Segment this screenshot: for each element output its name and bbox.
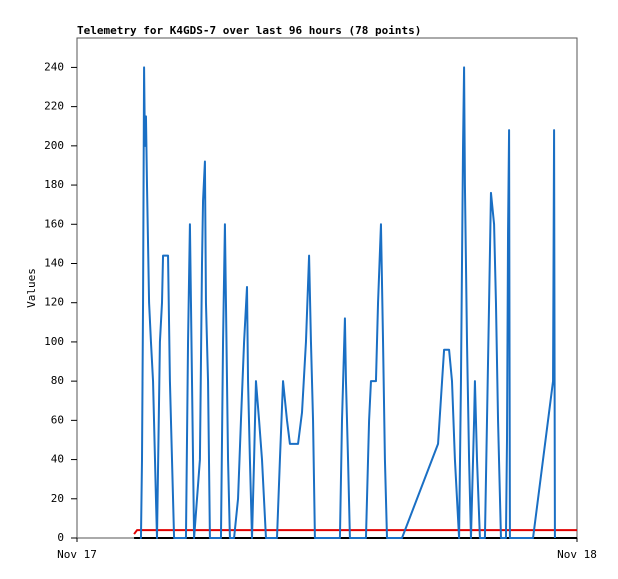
y-tick-label: 0 xyxy=(57,531,64,544)
y-tick-label: 20 xyxy=(51,492,64,505)
y-tick-label: 140 xyxy=(44,256,64,269)
y-tick-label: 120 xyxy=(44,296,64,309)
y-tick-label: 60 xyxy=(51,413,64,426)
y-tick-label: 220 xyxy=(44,100,64,113)
chart-title: Telemetry for K4GDS-7 over last 96 hours… xyxy=(77,24,421,37)
y-tick-label: 80 xyxy=(51,374,64,387)
y-tick-label: 200 xyxy=(44,139,64,152)
x-tick-label: Nov 18 xyxy=(557,548,597,561)
series-line xyxy=(139,66,556,539)
y-tick-label: 40 xyxy=(51,453,64,466)
y-axis-label: Values xyxy=(25,268,38,308)
y-tick-label: 180 xyxy=(44,178,64,191)
y-tick-label: 240 xyxy=(44,60,64,73)
series-line xyxy=(133,529,577,535)
y-tick-label: 160 xyxy=(44,217,64,230)
x-tick-label: Nov 17 xyxy=(57,548,97,561)
y-tick-label: 100 xyxy=(44,335,64,348)
